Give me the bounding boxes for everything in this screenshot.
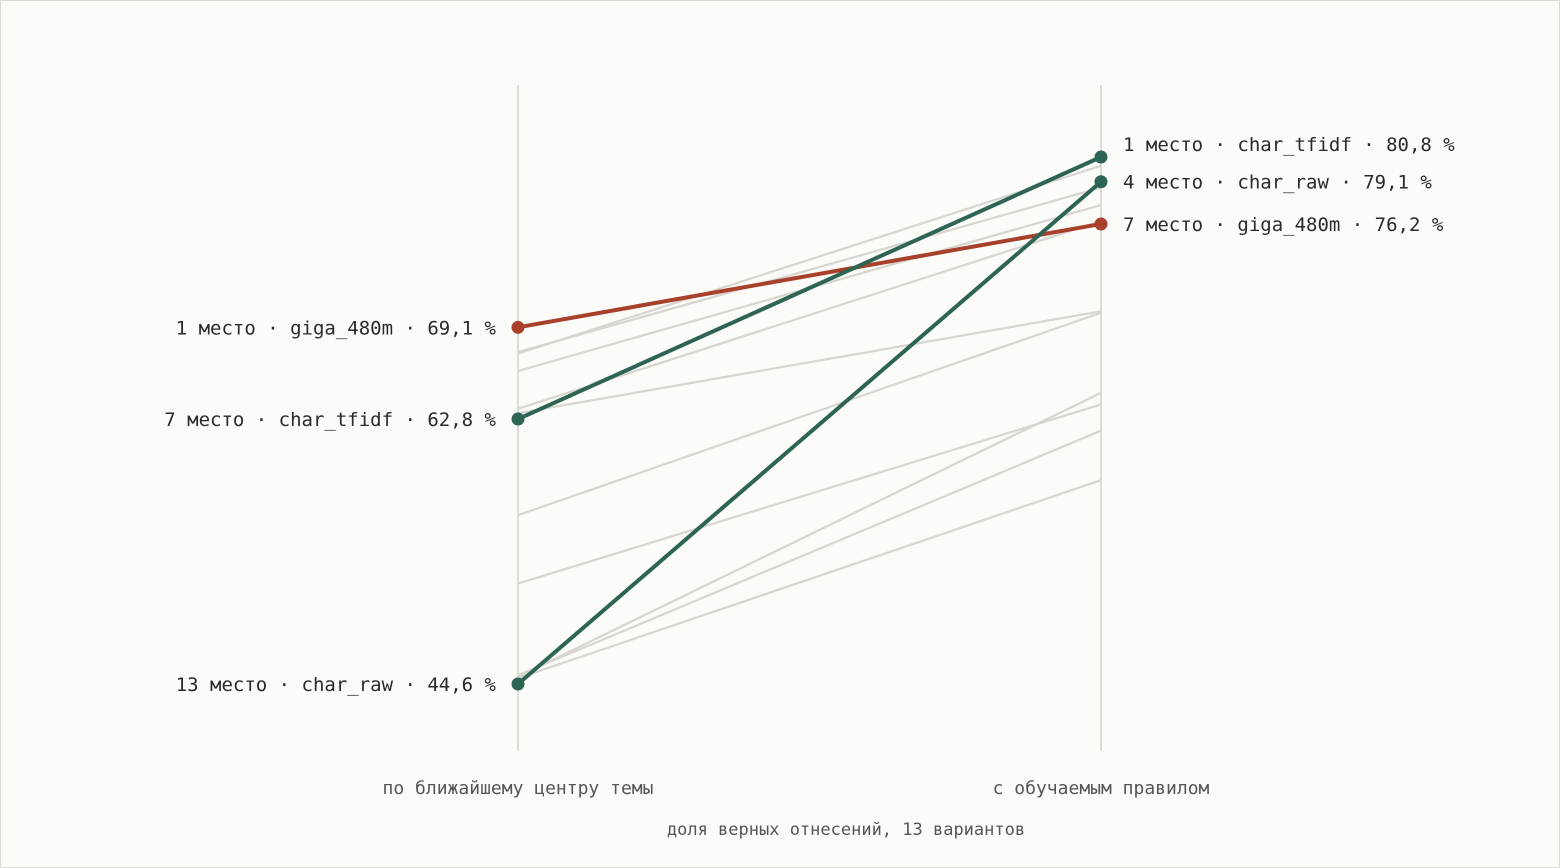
context-series-line: [517, 164, 1102, 355]
x-axis-title: доля верных отнесений, 13 вариантов: [667, 820, 1025, 840]
series-point-right-giga_480m: [1094, 217, 1108, 231]
context-series-line: [517, 310, 1102, 415]
context-series-line: [517, 186, 1102, 354]
series-point-left-char_raw: [511, 677, 525, 691]
series-point-right-char_tfidf: [1094, 150, 1108, 164]
x-tick-label-left: по ближайшему центру темы: [383, 778, 654, 799]
x-tick-label-right: с обучаемым правилом: [993, 778, 1210, 799]
left-label-char_tfidf: 7 место · char_tfidf · 62,8 %: [164, 409, 496, 431]
series-point-left-giga_480m: [511, 320, 525, 334]
series-point-right-char_raw: [1094, 175, 1108, 189]
left-label-giga_480m: 1 место · giga_480m · 69,1 %: [176, 317, 497, 339]
context-series-group: [517, 164, 1102, 680]
series-line-giga_480m: [516, 221, 1103, 330]
context-series-line: [517, 429, 1102, 677]
right-label-char_tfidf: 1 место · char_tfidf · 80,8 %: [1123, 134, 1455, 156]
left-label-char_raw: 13 место · char_raw · 44,6 %: [176, 674, 497, 696]
context-series-line: [517, 403, 1102, 585]
series-labels-group: 1 место · giga_480m · 69,1 % 7 место · gi…: [164, 134, 1455, 696]
right-label-char_raw: 4 место · char_raw · 79,1 %: [1123, 172, 1432, 194]
context-series-line: [517, 391, 1102, 678]
series-line-char_tfidf: [516, 155, 1103, 422]
context-series-line: [517, 479, 1102, 680]
series-line-char_raw: [516, 179, 1103, 686]
right-label-giga_480m: 7 место · giga_480m · 76,2 %: [1123, 214, 1444, 236]
context-series-line: [517, 311, 1102, 517]
series-point-left-char_tfidf: [511, 412, 525, 426]
highlight-series-group: [511, 150, 1108, 691]
